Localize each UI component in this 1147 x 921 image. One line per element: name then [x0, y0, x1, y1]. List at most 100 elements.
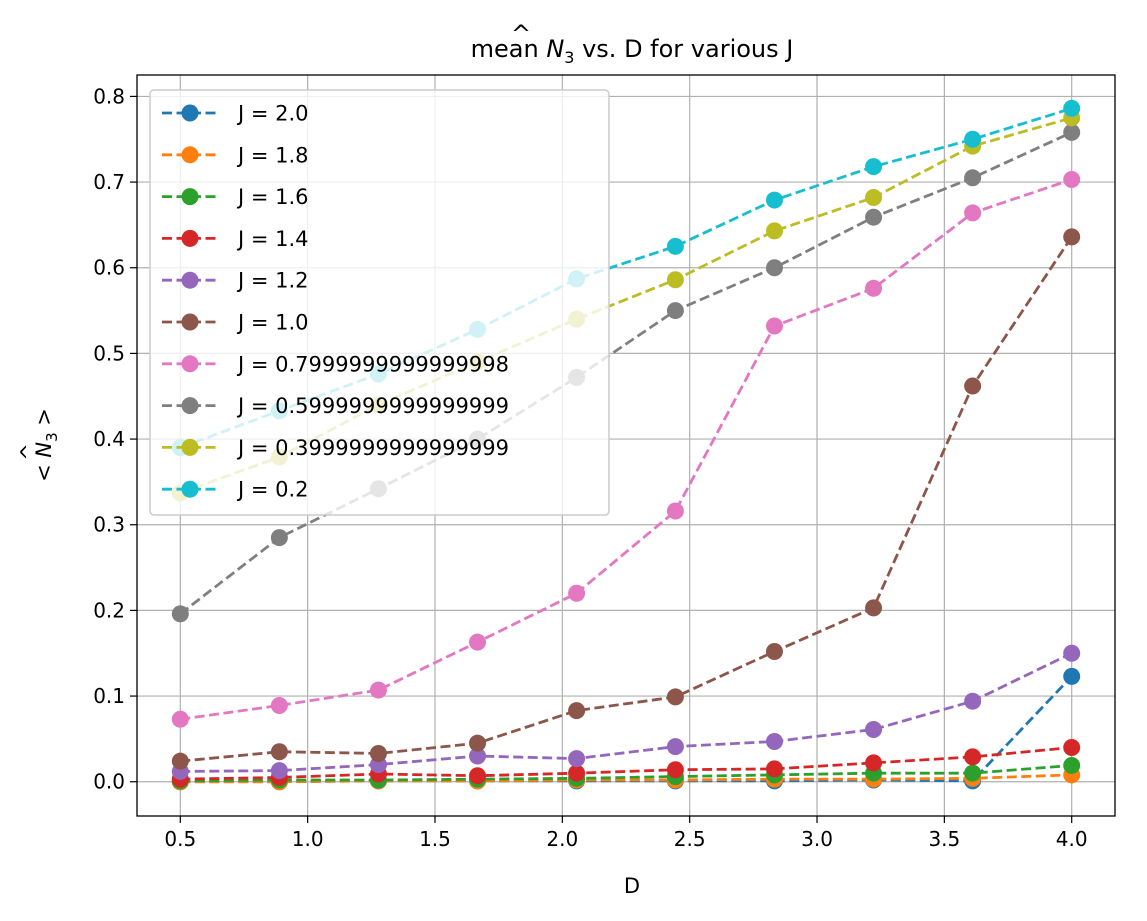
data-point [666, 502, 684, 520]
data-point [765, 259, 783, 277]
legend-items: J = 2.0 J = 1.8 J = 1.6 J = 1.4 J = 1.2 J = 1… [162, 102, 509, 502]
data-point [1063, 738, 1081, 756]
title-symbol: N [546, 35, 564, 63]
y-tick-label: 0.8 [93, 84, 125, 108]
legend-item: J = 1.8 [162, 143, 309, 167]
legend-marker [181, 480, 199, 498]
data-point [171, 752, 189, 770]
series-line [180, 746, 1072, 781]
data-point [568, 750, 586, 768]
axes [136, 74, 1116, 817]
legend-item: J = 2.0 [162, 102, 309, 126]
data-point [270, 529, 288, 547]
legend-label: J = 0.3999999999999999 [236, 436, 509, 460]
data-point [865, 208, 883, 226]
legend-label: J = 1.6 [236, 185, 309, 209]
legend-label: J = 1.2 [236, 269, 309, 293]
x-tick-label: 2.0 [546, 827, 578, 851]
data-point [171, 710, 189, 728]
legend-marker [181, 313, 199, 331]
legend-marker [181, 146, 199, 164]
x-tick-label: 1.0 [292, 827, 324, 851]
data-point [765, 760, 783, 778]
data-point [1063, 99, 1081, 117]
legend-label: J = 1.4 [236, 227, 309, 251]
y-tick-label: 0.2 [93, 598, 125, 622]
data-point [568, 584, 586, 602]
data-point [765, 191, 783, 209]
series-line [180, 178, 1073, 721]
data-point [964, 748, 982, 766]
data-point [964, 692, 982, 710]
legend-marker [181, 104, 199, 122]
data-point [369, 681, 387, 699]
legend-label: J = 0.7999999999999998 [236, 352, 509, 376]
data-point [666, 271, 684, 289]
data-point [568, 764, 586, 782]
data-point [469, 734, 487, 752]
data-point [1063, 171, 1081, 189]
data-point [1063, 123, 1081, 141]
legend-item: J = 1.4 [162, 227, 309, 251]
x-tick-label: 3.0 [801, 827, 833, 851]
data-point [1063, 228, 1081, 246]
data-point [765, 222, 783, 240]
legend-marker [181, 355, 199, 373]
y-tick-label: 0.3 [93, 513, 125, 537]
series-line [180, 236, 1073, 763]
data-point [765, 317, 783, 335]
data-point [964, 764, 982, 782]
data-point [865, 189, 883, 207]
data-point [865, 720, 883, 738]
x-tick-label: 0.5 [164, 827, 196, 851]
data-point [270, 743, 288, 761]
axes-frame [136, 74, 1116, 817]
data-point [865, 754, 883, 772]
y-axis-label: < N3 > [32, 408, 61, 482]
data-point [865, 599, 883, 617]
data-point [1063, 756, 1081, 774]
series-6 [171, 228, 1081, 770]
x-tick-label: 3.5 [928, 827, 960, 851]
legend-label: J = 0.2 [236, 478, 309, 502]
data-point [666, 237, 684, 255]
legend-marker [181, 188, 199, 206]
series-7 [171, 171, 1081, 728]
data-point [270, 762, 288, 780]
data-point [1063, 644, 1081, 662]
data-point [964, 169, 982, 187]
data-point [171, 605, 189, 623]
legend-item: J = 1.6 [162, 185, 309, 209]
y-tick-label: 0.1 [93, 684, 125, 708]
data-point [1063, 667, 1081, 685]
data-point [666, 761, 684, 779]
data-point [469, 747, 487, 765]
y-axis-label-group: < N3 > ^ [17, 408, 61, 482]
data-point [964, 204, 982, 222]
legend-label: J = 2.0 [236, 102, 309, 126]
data-point [469, 767, 487, 785]
series-line [180, 764, 1072, 783]
data-point [270, 696, 288, 714]
chart-title: mean N3 vs. D for various J [471, 35, 794, 67]
title-subscript: 3 [564, 48, 574, 67]
legend-item: J = 1.0 [162, 311, 309, 335]
series-5 [171, 644, 1081, 780]
legend-label: J = 1.8 [236, 143, 309, 167]
legend-box [149, 89, 610, 516]
legend: J = 2.0 J = 1.8 J = 1.6 J = 1.4 J = 1.2 J = 1… [149, 89, 610, 516]
legend-marker [181, 397, 199, 415]
data-point [865, 279, 883, 297]
legend-marker [181, 271, 199, 289]
data-point [666, 738, 684, 756]
legend-item: J = 0.7999999999999998 [162, 352, 509, 376]
data-point [666, 302, 684, 320]
series-line [180, 651, 1073, 773]
legend-item: J = 0.3999999999999999 [162, 436, 509, 460]
x-tick-label: 4.0 [1056, 827, 1088, 851]
data-point [964, 130, 982, 148]
data-point [765, 643, 783, 661]
data-point [369, 744, 387, 762]
